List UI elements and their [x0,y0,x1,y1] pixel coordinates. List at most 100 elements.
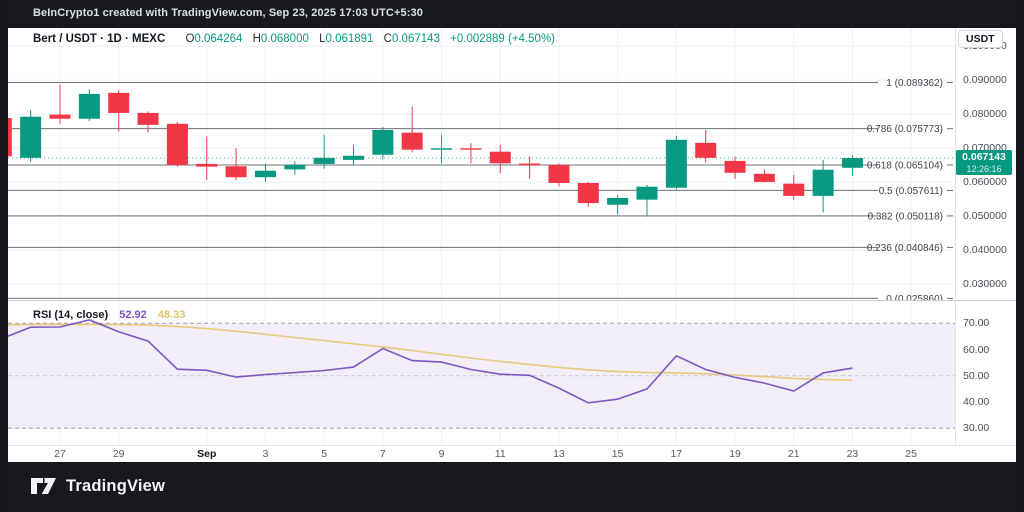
price-axis[interactable]: 0.030000 0.040000 0.050000 0.060000 0.070000… [955,28,1016,445]
pane-separator[interactable] [8,300,1016,301]
time-tick-label: 11 [494,448,506,460]
price-tick-label: 0.090000 [963,74,1007,87]
time-tick-label: 7 [379,448,386,460]
high-label: H [252,33,261,45]
time-tick-label: 25 [905,448,917,460]
candle-body[interactable] [137,112,159,125]
attribution-bar: BeInCrypto1 created with TradingView.com… [0,0,1024,28]
candle-body[interactable] [372,129,394,155]
candle-body[interactable] [8,118,12,157]
chart-card: 1 (0.089362) 0.786 (0.075773) 0.618 (0.065… [8,28,1017,462]
rsi-pane[interactable] [8,302,955,445]
candle-body[interactable] [166,123,188,165]
time-tick-label: 23 [846,448,859,460]
price-pane[interactable]: 1 (0.089362) 0.786 (0.075773) 0.618 (0.065… [8,28,955,300]
fib-label: 0.382 (0.050118) [868,211,943,222]
price-tick-label: 0.050000 [963,210,1007,223]
candle-body[interactable] [753,173,775,182]
candle-body[interactable] [812,169,834,196]
candle-body[interactable] [841,158,863,168]
rsi-line [8,319,853,404]
candle-body[interactable] [783,183,805,196]
price-tick-label: 0.040000 [963,244,1007,257]
candle-body[interactable] [108,92,130,113]
price-tick-label: 0.060000 [963,176,1007,189]
low-value: 0.061891 [325,33,374,45]
candle-body[interactable] [607,197,629,205]
rsi-indicator-label: RSI (14, close) [33,309,109,321]
candle-body[interactable] [343,155,364,160]
tradingview-logo-icon [31,478,56,494]
left-frame [0,0,8,512]
candle-body[interactable] [636,186,658,200]
candle-body[interactable] [225,166,247,178]
right-frame [1016,0,1024,512]
fib-label: 0.5 (0.057611) [879,186,943,197]
bar-countdown: 12:26:16 [966,164,1002,174]
fib-label: 0 (0.025860) [886,294,943,300]
symbol-legend: Bert / USDT · 1D · MEXC O0.064264 H0.068… [33,33,555,49]
high-value: 0.068000 [260,33,309,45]
tradingview-logo-text: TradingView [66,476,166,495]
candle-body[interactable] [695,142,717,158]
candle-body[interactable] [254,170,276,178]
open-value: 0.064264 [194,33,243,45]
price-tick-label: 0.030000 [963,278,1007,291]
last-price-value: 0.067143 [962,151,1006,163]
time-tick-label: 17 [670,448,683,460]
candle-body[interactable] [665,139,687,188]
open-label: O [185,33,195,45]
rsi-ma-line [8,323,853,381]
rsi-legend: RSI (14, close) 52.92 48.33 [33,309,185,323]
candle-body[interactable] [489,151,511,164]
candle-body[interactable] [577,182,599,204]
candle-body[interactable] [724,160,746,173]
candle-body[interactable] [460,148,482,150]
candle-body[interactable] [548,164,570,183]
candle-body[interactable] [401,132,423,150]
time-tick-label: 15 [611,448,624,460]
rsi-tick-label: 40.00 [963,396,990,409]
currency-chip: USDT [958,30,1003,48]
close-value: 0.067143 [391,33,440,45]
time-axis-separator [8,445,1016,446]
candle-body[interactable] [20,116,42,158]
candle-body[interactable] [196,163,218,167]
time-tick-label: 19 [729,448,741,460]
rsi-tick-label: 30.00 [963,422,990,435]
time-tick-label: 21 [787,448,800,460]
rsi-ma-value: 48.33 [157,309,186,321]
change-value: +0.002889 (+4.50%) [450,33,555,45]
rsi-tick-label: 70.00 [963,317,990,330]
fib-label: 0.236 (0.040846) [867,243,943,254]
fib-label: 1 (0.089362) [886,78,943,89]
low-label: L [319,33,326,45]
candle-body[interactable] [78,93,100,119]
time-tick-label: 29 [112,448,125,460]
footer-bar: TradingView [0,462,1024,512]
tradingview-brand[interactable]: TradingView [30,475,165,497]
candle-body[interactable] [313,157,335,164]
close-label: C [383,33,392,45]
price-axis-separator [955,28,956,445]
rsi-tick-label: 60.00 [963,343,990,356]
candle-body[interactable] [284,164,306,170]
candle-body[interactable] [519,163,541,166]
time-tick-label: 27 [54,448,66,460]
rsi-value: 52.92 [119,309,147,321]
time-tick-label: 3 [262,448,269,460]
candle-body[interactable] [431,148,453,150]
candle-body[interactable] [49,114,71,119]
fib-label: 0.618 (0.065104) [867,160,943,171]
time-tick-label: 13 [553,448,565,460]
price-tick-label: 0.080000 [963,108,1007,121]
time-tick-label: 5 [321,448,328,460]
last-price-tag: 0.067143 12:26:16 [956,150,1012,175]
attribution-text: BeInCrypto1 created with TradingView.com… [33,7,423,19]
symbol-title: Bert / USDT · 1D · MEXC [33,33,166,45]
rsi-tick-label: 50.00 [963,369,990,382]
time-tick-label: Sep [197,448,217,460]
time-axis[interactable]: 27 29 Sep 3 5 7 9 11 13 15 17 19 21 23 25 [8,445,955,462]
time-tick-label: 9 [438,448,445,460]
